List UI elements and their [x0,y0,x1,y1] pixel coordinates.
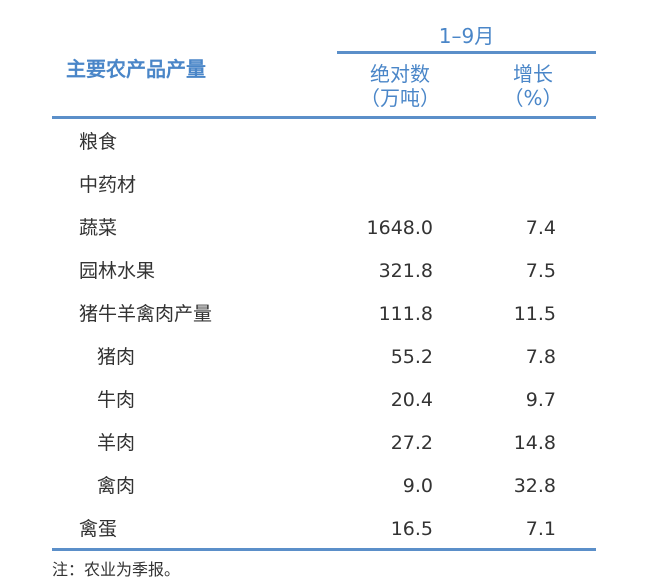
row-label-header: 主要农产品产量 [66,57,206,81]
row-value: 321.8 [378,260,433,282]
table-row: 猪牛羊禽肉产量 111.8 11.5 [0,299,653,329]
table-row: 中药材 [0,170,653,200]
header-rule [52,116,596,119]
table-row: 禽肉 9.0 32.8 [0,471,653,501]
growth-header: 增长 [513,62,553,86]
row-growth: 14.8 [513,432,556,454]
row-value: 111.8 [378,303,433,325]
period-rule [337,51,596,54]
table-row: 蔬菜 1648.0 7.4 [0,213,653,243]
row-growth: 32.8 [513,475,556,497]
row-label: 粮食 [79,131,118,153]
row-value: 9.0 [402,475,433,497]
row-label: 羊肉 [97,432,136,454]
row-label: 猪牛羊禽肉产量 [79,303,213,325]
row-value: 55.2 [390,346,433,368]
row-value: 20.4 [390,389,433,411]
row-label: 中药材 [79,174,137,196]
absolute-header: 绝对数 [370,62,430,86]
row-growth: 7.1 [525,518,556,540]
row-growth: 7.5 [525,260,556,282]
bottom-rule [52,548,596,551]
row-value: 1648.0 [366,217,433,239]
row-label: 园林水果 [79,260,156,282]
row-label: 牛肉 [97,389,136,411]
period-header: 1–9月 [438,24,495,48]
table-row: 牛肉 20.4 9.7 [0,385,653,415]
row-growth: 9.7 [525,389,556,411]
row-label: 禽蛋 [79,518,118,540]
footnote: 注：农业为季报。 [52,560,181,579]
row-label: 蔬菜 [79,217,118,239]
row-label: 猪肉 [97,346,136,368]
table-row: 羊肉 27.2 14.8 [0,428,653,458]
table-row: 禽蛋 16.5 7.1 [0,514,653,544]
row-label: 禽肉 [97,475,136,497]
row-growth: 7.4 [525,217,556,239]
absolute-unit: （万吨） [360,86,440,110]
row-growth: 7.8 [525,346,556,368]
row-value: 27.2 [390,432,433,454]
growth-unit: （%） [503,86,563,110]
table-row: 猪肉 55.2 7.8 [0,342,653,372]
table-row: 园林水果 321.8 7.5 [0,256,653,286]
row-value: 16.5 [390,518,433,540]
table-row: 粮食 [0,127,653,157]
row-growth: 11.5 [513,303,556,325]
